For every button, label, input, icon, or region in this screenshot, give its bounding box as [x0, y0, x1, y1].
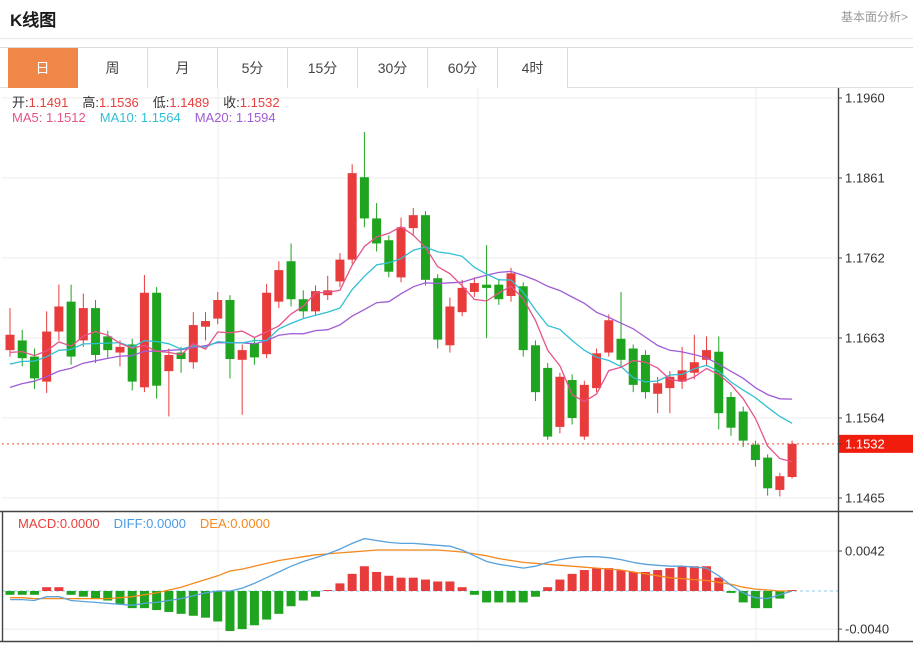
ma5-line — [9, 226, 793, 463]
legend-ma-ma5: MA5: 1.1512 — [12, 110, 86, 125]
tab-interval-2[interactable]: 月 — [148, 48, 218, 88]
macd-axis-label: -0.0040 — [845, 622, 889, 637]
y-axis-label: 1.1564 — [845, 411, 885, 426]
ma10-line — [9, 246, 793, 424]
ohlc-legend: 开:1.1491 高:1.1536 低:1.1489 收:1.1532 — [12, 92, 294, 111]
grid-layer — [2, 88, 838, 641]
legend-ohlc-open: 开:1.1491 — [12, 95, 69, 110]
y-axis-label: 1.1465 — [845, 491, 885, 506]
macd-axis-label: 0.0042 — [845, 543, 885, 558]
fundamental-analysis-link[interactable]: 基本面分析> — [840, 10, 908, 24]
page-header: K线图 基本面分析> — [0, 0, 913, 38]
candles-layer — [5, 131, 797, 497]
tab-interval-7[interactable]: 4时 — [498, 48, 568, 88]
page-title: K线图 — [10, 11, 57, 30]
current-price-label: 1.1532 — [845, 436, 885, 451]
tab-interval-5[interactable]: 30分 — [358, 48, 428, 88]
macd-histogram — [5, 566, 797, 632]
interval-tabbar: 日周月 5分 15分 30分 60分 4时 — [0, 47, 913, 88]
current-price-badge: 1.1532 — [838, 434, 913, 453]
y-axis-labels: 1.1960 1.1861 1.1762 1.1663 1.1564 1.1465 0.00… — [838, 91, 889, 637]
legend-ohlc-low: 低:1.1489 — [152, 95, 210, 110]
y-axis-label: 1.1663 — [845, 331, 885, 346]
tab-interval-6[interactable]: 60分 — [428, 48, 498, 88]
y-axis-label: 1.1861 — [845, 171, 885, 186]
chart-frame — [0, 88, 913, 643]
tab-interval-0[interactable]: 日 — [8, 48, 78, 88]
tab-interval-3[interactable]: 5分 — [218, 48, 288, 88]
legend-macd-diff: DIFF:0.0000 — [113, 516, 186, 531]
legend-ma-ma20: MA20: 1.1594 — [194, 110, 276, 125]
tab-interval-1[interactable]: 周 — [78, 48, 148, 88]
diff-line — [10, 537, 793, 606]
dea-line — [10, 549, 793, 600]
legend-macd-dea: DEA:0.0000 — [199, 516, 271, 531]
macd-legend: MACD:0.0000 DIFF:0.0000 DEA:0.0000 — [18, 516, 284, 531]
y-axis-label: 1.1960 — [845, 91, 885, 106]
tab-interval-4[interactable]: 15分 — [288, 48, 358, 88]
legend-ohlc-high: 高:1.1536 — [82, 95, 139, 110]
legend-ohlc-close: 收:1.1532 — [223, 95, 280, 110]
legend-ma-ma10: MA10: 1.1564 — [99, 110, 181, 125]
ma20-line — [9, 270, 793, 400]
ma-legend: MA5: 1.1512 MA10: 1.1564 MA20: 1.1594 — [12, 110, 290, 125]
legend-macd-macd: MACD:0.0000 — [18, 516, 100, 531]
y-axis-label: 1.1762 — [845, 251, 885, 266]
header-divider — [0, 38, 913, 39]
